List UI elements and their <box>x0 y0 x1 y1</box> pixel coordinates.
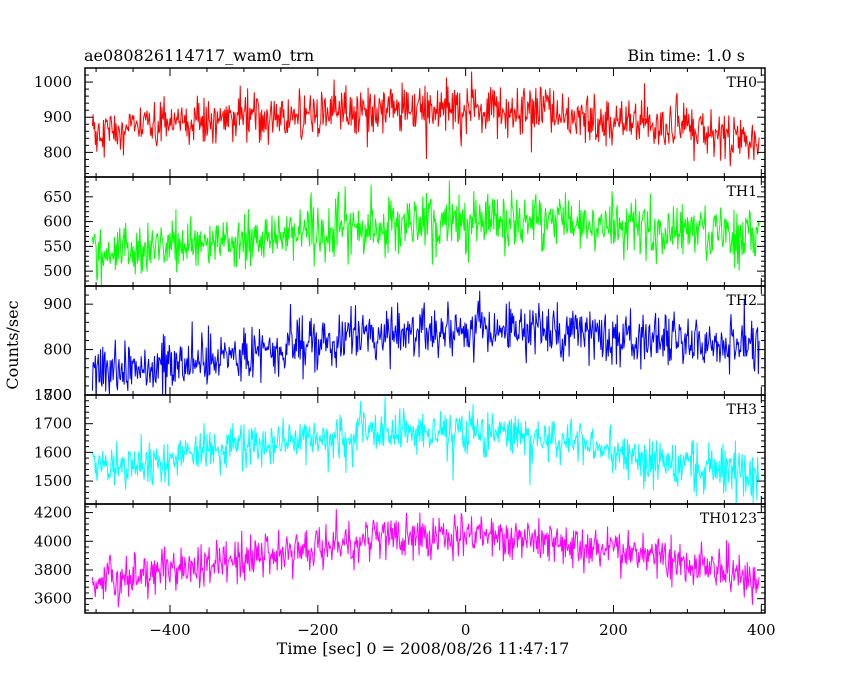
y-tick-label: 4200 <box>34 504 72 522</box>
y-tick-label: 1500 <box>34 472 72 490</box>
panel-th1: 500 550 600 650 TH1 <box>43 176 766 287</box>
x-tick-label: −200 <box>297 621 338 639</box>
y-tick-label: 1000 <box>34 73 72 91</box>
y-tick-label: 3600 <box>34 590 72 608</box>
series-line-th2 <box>91 290 760 395</box>
series-line-th1 <box>91 180 760 286</box>
series-line-th0 <box>91 71 760 167</box>
bin-time-label: Bin time: 1.0 s <box>627 46 745 65</box>
x-tick-label: 0 <box>461 621 471 639</box>
y-tick-label: 900 <box>43 295 72 313</box>
y-tick-label: 900 <box>43 108 72 126</box>
panel-label-th0: TH0 <box>727 75 757 91</box>
x-tick-label: 200 <box>599 621 628 639</box>
y-tick-label: 650 <box>43 188 72 206</box>
panel-label-th2: TH2 <box>727 293 757 309</box>
panel-label-th0123: TH0123 <box>700 511 757 527</box>
x-tick-label: −400 <box>149 621 190 639</box>
x-axis-label: Time [sec] 0 = 2008/08/26 11:47:17 <box>277 639 570 658</box>
y-tick-label: 3800 <box>34 561 72 579</box>
y-tick-label: 1800 <box>34 386 72 404</box>
y-tick-label: 4000 <box>34 532 72 550</box>
y-tick-label: 1600 <box>34 443 72 461</box>
panels: 800 900 1000 TH0 500 550 600 650 TH1 700 800 900 TH2… <box>34 67 776 639</box>
x-tick-label: 400 <box>747 621 776 639</box>
panel-th0: 800 900 1000 TH0 <box>34 67 766 178</box>
panel-label-th1: TH1 <box>727 184 757 200</box>
panel-th3: 1500 1600 1700 1800 TH3 <box>34 386 766 505</box>
y-tick-label: 1700 <box>34 415 72 433</box>
y-tick-label: 600 <box>43 213 72 231</box>
plot-title: ae080826114717_wam0_trn <box>84 46 314 65</box>
y-tick-label: 800 <box>43 143 72 161</box>
panel-label-th3: TH3 <box>727 402 757 418</box>
series-line-th0123 <box>91 509 760 608</box>
panel-th2: 700 800 900 TH2 <box>43 285 766 404</box>
y-tick-label: 500 <box>43 262 72 280</box>
y-tick-label: 800 <box>43 341 72 359</box>
panel-th0123: 3600 3800 4000 4200 TH0123 −400 −200 0 200 400 <box>34 503 776 639</box>
series-line-th3 <box>91 397 760 504</box>
y-tick-label: 700 <box>43 386 72 404</box>
y-axis-label: Counts/sec <box>3 300 22 389</box>
y-tick-label: 550 <box>43 237 72 255</box>
